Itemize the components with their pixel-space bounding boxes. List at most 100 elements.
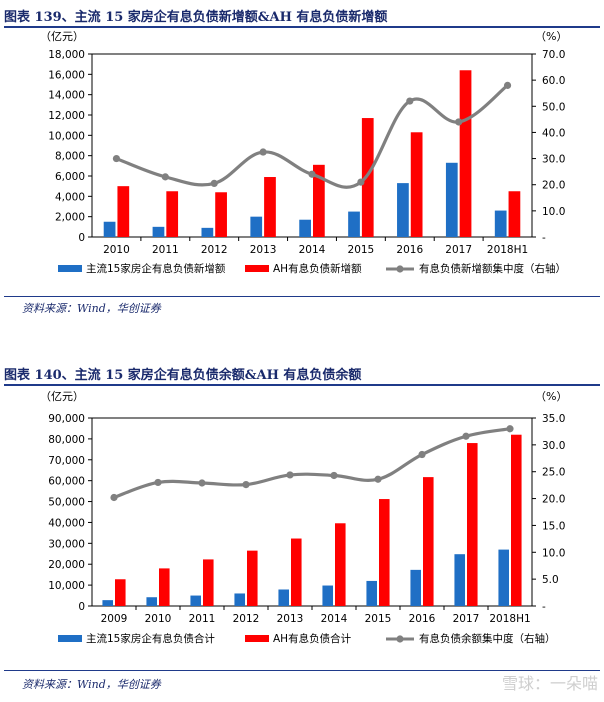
chart-140: （亿元） （%） 0 10,000 20,000 30,000 40,000 50,000… (40, 390, 567, 645)
category-label: 2010 (145, 613, 172, 625)
category-label: 2012 (201, 244, 228, 256)
bar-top15 (498, 549, 509, 606)
bar-ah (166, 191, 179, 237)
bar-ah (459, 70, 472, 237)
bar-ah (511, 434, 522, 606)
left-tick-label: 10,000 (48, 130, 85, 142)
line-point (161, 173, 169, 181)
figure-140-title-rule (4, 384, 600, 386)
right-tick-label: 20.0 (542, 180, 565, 192)
left-tick-label: 8,000 (55, 151, 85, 163)
line-point (455, 118, 463, 126)
left-tick-label: 30,000 (48, 538, 85, 550)
left-tick-label: 0 (78, 601, 85, 613)
category-label: 2018H1 (489, 613, 530, 625)
bar-ah (508, 191, 521, 237)
left-tick-label: 50,000 (48, 497, 85, 509)
line-point (308, 170, 316, 178)
plot-frame (91, 417, 533, 607)
bar-top15 (299, 219, 311, 237)
bar-top15 (366, 580, 377, 606)
right-axis-unit: （%） (535, 30, 567, 43)
legend-label: 有息负债新增额集中度（右轴） (419, 262, 566, 275)
legend-label: AH有息负债新增额 (273, 262, 362, 275)
bar-top15 (454, 554, 465, 606)
category-label: 2016 (396, 244, 423, 256)
line-point (418, 450, 426, 459)
legend-swatch (58, 265, 82, 272)
right-tick-label: 50.0 (542, 101, 565, 113)
line-point (286, 471, 294, 479)
figure-140-title: 图表 140、主流 15 家房企有息负债余额&AH 有息负债余额 (4, 368, 362, 383)
bar-top15 (146, 597, 157, 606)
left-tick-label: 2,000 (55, 212, 85, 224)
bar-top15 (190, 595, 201, 606)
left-tick-label: 18,000 (48, 49, 85, 61)
plot-frame (91, 53, 533, 238)
right-tick-label: 70.0 (542, 49, 565, 61)
watermark: 雪球：一朵喵 (501, 674, 598, 693)
bar-ah (115, 579, 126, 606)
bar-ah (423, 477, 434, 606)
legend-label: 有息负债余额集中度（右轴） (419, 632, 556, 645)
line-concentration (113, 427, 511, 500)
category-label: 2014 (299, 244, 326, 256)
left-tick-label: 6,000 (55, 171, 85, 183)
category-label: 2011 (189, 613, 216, 625)
right-tick-label: 10.0 (542, 547, 565, 559)
line-point (506, 425, 514, 433)
bar-ah (410, 132, 423, 237)
right-axis-unit: （%） (535, 390, 567, 403)
line-point (259, 148, 267, 156)
right-tick-label: 35.0 (542, 413, 565, 425)
line-point (462, 432, 470, 440)
line-point (112, 154, 121, 163)
left-tick-label: 70,000 (48, 455, 85, 467)
bar-top15 (201, 227, 214, 237)
legend-label: 主流15家房企有息负债合计 (86, 632, 215, 645)
legend-marker (396, 265, 404, 273)
bar-ah (313, 164, 325, 237)
category-label: 2012 (233, 613, 260, 625)
line-point (330, 471, 338, 480)
right-tick-label: - (542, 232, 546, 244)
left-tick-label: 0 (78, 232, 85, 244)
bar-ah (335, 523, 346, 606)
bar-top15 (494, 210, 507, 237)
figure-139-title: 图表 139、主流 15 家房企有息负债新增额&AH 有息负债新增额 (4, 10, 388, 25)
line-point (242, 481, 250, 489)
category-label: 2014 (321, 613, 348, 625)
category-label: 2018H1 (487, 244, 528, 256)
bar-ah (291, 538, 302, 606)
legend-label: AH有息负债合计 (273, 632, 352, 645)
category-label: 2015 (365, 613, 392, 625)
bar-top15 (322, 585, 333, 606)
line-point (110, 493, 118, 502)
category-label: 2016 (409, 613, 436, 625)
bar-top15 (103, 221, 116, 237)
bar-ah (159, 568, 170, 606)
line-point (154, 478, 162, 487)
right-tick-label: 60.0 (542, 75, 565, 87)
bar-top15 (234, 593, 245, 606)
line-concentration (115, 84, 509, 189)
right-tick-label: 30.0 (542, 440, 565, 452)
line-point (503, 81, 512, 89)
bar-top15 (278, 589, 289, 606)
bar-top15 (397, 183, 409, 237)
left-tick-label: 20,000 (48, 559, 85, 571)
right-tick-label: 10.0 (542, 206, 565, 218)
left-tick-label: 40,000 (48, 517, 85, 529)
left-axis-unit: （亿元） (40, 30, 84, 43)
bar-ah (361, 118, 374, 237)
right-tick-label: 40.0 (542, 127, 565, 139)
bar-top15 (410, 569, 421, 606)
legend-swatch (58, 635, 82, 642)
bar-ah (203, 559, 214, 606)
bar-ah (215, 192, 227, 237)
left-tick-label: 4,000 (55, 191, 85, 203)
bar-top15 (348, 211, 360, 237)
left-tick-label: 12,000 (48, 110, 85, 122)
left-tick-label: 16,000 (48, 69, 85, 81)
left-tick-label: 10,000 (48, 580, 85, 592)
